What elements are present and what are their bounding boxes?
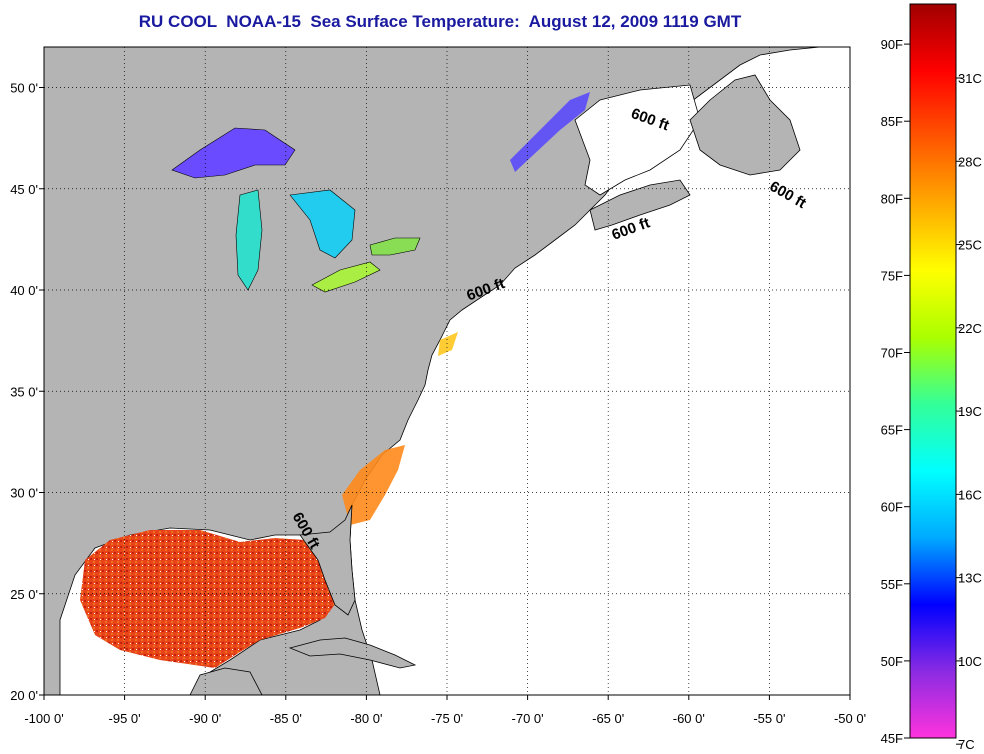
colorbar-c-label: 22C <box>958 321 982 336</box>
lon-tick-label: -95 0' <box>109 711 141 726</box>
lake-huron <box>289 189 356 259</box>
colorbar-c-label: 25C <box>958 238 982 253</box>
lat-tick-label: 30 0' <box>10 486 38 501</box>
cuba <box>288 637 417 669</box>
lat-tick-label: 20 0' <box>10 688 38 703</box>
lat-tick-label: 25 0' <box>10 587 38 602</box>
lake-michigan <box>235 189 263 291</box>
lon-tick-label: -50 0' <box>834 711 866 726</box>
lon-tick-label: -100 0' <box>24 711 63 726</box>
sst-gulf <box>80 530 342 668</box>
lon-tick-label: -75 0' <box>431 711 463 726</box>
graticule <box>44 47 850 695</box>
colorbar-c-label: 28C <box>958 154 982 169</box>
yucatan <box>189 667 263 695</box>
colorbar-c-label: 10C <box>958 654 982 669</box>
colorbar-c-label: 13C <box>958 571 982 586</box>
florida <box>299 504 356 616</box>
lake-superior <box>171 127 296 179</box>
lon-tick-label: -70 0' <box>512 711 544 726</box>
map-title: RU COOL NOAA-15 Sea Surface Temperature:… <box>138 12 742 31</box>
nova-scotia <box>589 179 691 231</box>
colorbar-scale <box>909 3 957 739</box>
lat-tick-label: 35 0' <box>10 384 38 399</box>
lon-tick-label: -65 0' <box>592 711 624 726</box>
sst-chesapeake <box>438 332 458 356</box>
colorbar-c-label: 19C <box>958 404 982 419</box>
colorbar-f-label: 50F <box>881 654 903 669</box>
sst-southeast-coast <box>342 445 405 525</box>
lon-tick-label: -60 0' <box>673 711 705 726</box>
colorbar-f-label: 80F <box>881 191 903 206</box>
colorbar-f-label: 75F <box>881 268 903 283</box>
colorbar-f-label: 70F <box>881 345 903 360</box>
colorbar-f-label: 90F <box>881 37 903 52</box>
lon-tick-label: -90 0' <box>189 711 221 726</box>
sst-st-lawrence <box>510 92 590 172</box>
colorbar-f-label: 55F <box>881 577 903 592</box>
lat-tick-label: 40 0' <box>10 283 38 298</box>
lat-tick-label: 50 0' <box>10 81 38 96</box>
longitude-axis: -100 0' -95 0' -90 0' -85 0' -80 0' -75 0' -70… <box>24 695 866 726</box>
newfoundland <box>689 74 801 176</box>
colorbar-f-label: 85F <box>881 114 903 129</box>
colorbar-c-label: 31C <box>958 71 982 86</box>
lake-ontario <box>369 237 421 256</box>
gulf-st-lawrence <box>574 84 701 196</box>
colorbar-f-label: 45F <box>881 731 903 746</box>
colorbar-c-label: 7C <box>958 737 975 752</box>
lon-tick-label: -55 0' <box>753 711 785 726</box>
colorbar-fahrenheit-ticks: 90F 85F 80F 75F 70F 65F 60F 55F 50F 45F <box>881 37 910 746</box>
colorbar-f-label: 65F <box>881 423 903 438</box>
colorbar-f-label: 60F <box>881 500 903 515</box>
colorbar: 90F 85F 80F 75F 70F 65F 60F 55F 50F 45F 31C 28C 25C… <box>881 3 982 752</box>
lon-tick-label: -85 0' <box>270 711 302 726</box>
lat-tick-label: 45 0' <box>10 182 38 197</box>
latitude-axis: 20 0' 25 0' 30 0' 35 0' 40 0' 45 0' 50 0' <box>10 81 44 703</box>
colorbar-celsius-ticks: 31C 28C 25C 22C 19C 16C 13C 10C 7C <box>956 71 982 752</box>
colorbar-c-label: 16C <box>958 487 982 502</box>
lake-erie <box>311 261 381 293</box>
lon-tick-label: -80 0' <box>350 711 382 726</box>
